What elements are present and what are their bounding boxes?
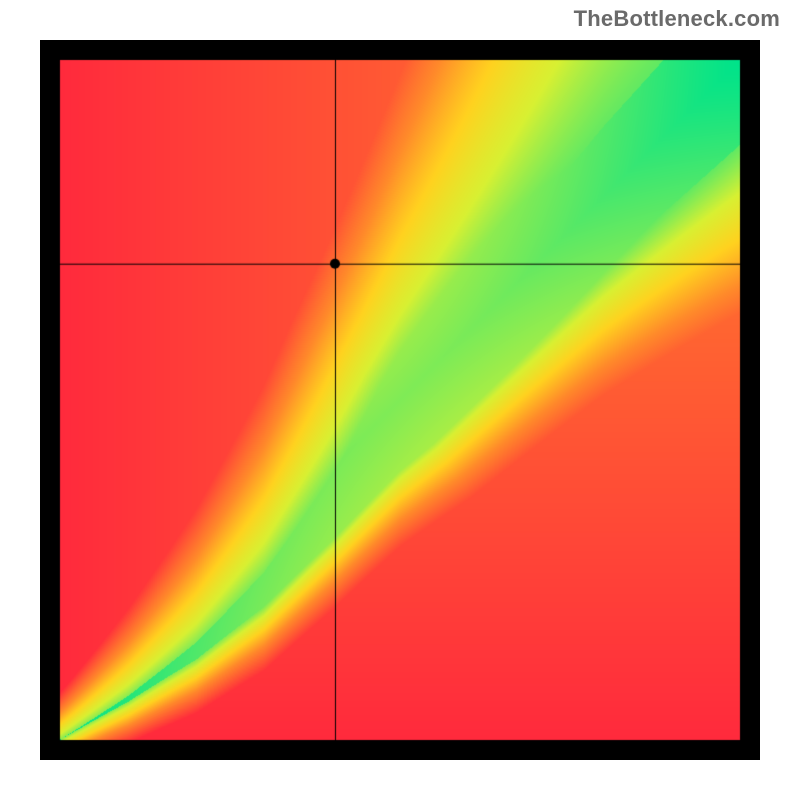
chart-container: TheBottleneck.com: [0, 0, 800, 800]
heatmap-canvas: [40, 40, 760, 760]
heatmap-plot: [40, 40, 760, 760]
watermark-text: TheBottleneck.com: [574, 6, 780, 32]
